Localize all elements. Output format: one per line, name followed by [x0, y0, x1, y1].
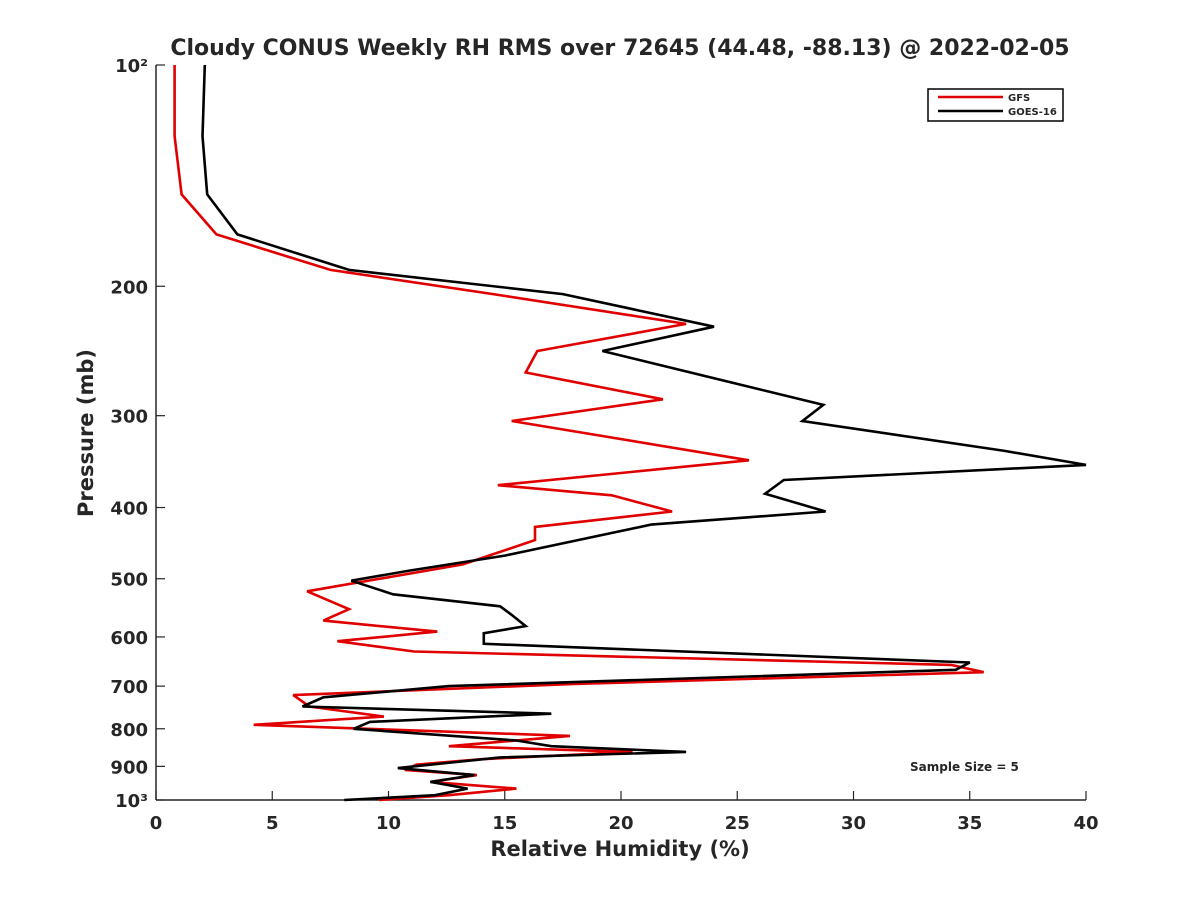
series-layer [173, 64, 1087, 802]
x-tick-label: 10 [376, 813, 401, 834]
legend: GFS GOES-16 [927, 88, 1064, 122]
x-tick-label: 30 [841, 813, 866, 834]
x-tick-label: 40 [1073, 813, 1098, 834]
plot-area [155, 65, 1086, 801]
y-tick-label: 400 [110, 499, 148, 520]
y-tick-label: 700 [110, 677, 148, 698]
sample-size-annotation: Sample Size = 5 [910, 760, 1019, 774]
x-axis: 0 5 10 15 20 25 30 35 40 [150, 791, 1099, 834]
y-tick-label: 600 [110, 628, 148, 649]
y-tick-label: 900 [110, 757, 148, 778]
y-tick-label: 200 [110, 277, 148, 298]
series-line-gfs [173, 65, 984, 802]
x-tick-label: 20 [608, 813, 633, 834]
x-tick-label: 5 [266, 813, 279, 834]
y-axis: 10² 200 300 400 500 600 700 800 900 10³ [110, 56, 165, 812]
y-tick-label: 500 [110, 570, 148, 591]
y-tick-label: 10² [115, 56, 148, 77]
series-line-goes-16 [201, 64, 1087, 802]
x-tick-label: 0 [150, 813, 163, 834]
chart-title: Cloudy CONUS Weekly RH RMS over 72645 (4… [170, 36, 1069, 61]
y-tick-label: 800 [110, 720, 148, 741]
y-tick-label: 300 [110, 407, 148, 428]
legend-label: GFS [1008, 93, 1030, 104]
x-tick-label: 15 [492, 813, 517, 834]
legend-label: GOES-16 [1008, 107, 1057, 118]
x-tick-label: 25 [725, 813, 750, 834]
y-tick-label: 10³ [115, 791, 148, 812]
x-axis-label: Relative Humidity (%) [490, 837, 749, 861]
x-tick-label: 35 [957, 813, 982, 834]
y-axis-label: Pressure (mb) [74, 349, 98, 517]
legend-box [927, 88, 1064, 122]
